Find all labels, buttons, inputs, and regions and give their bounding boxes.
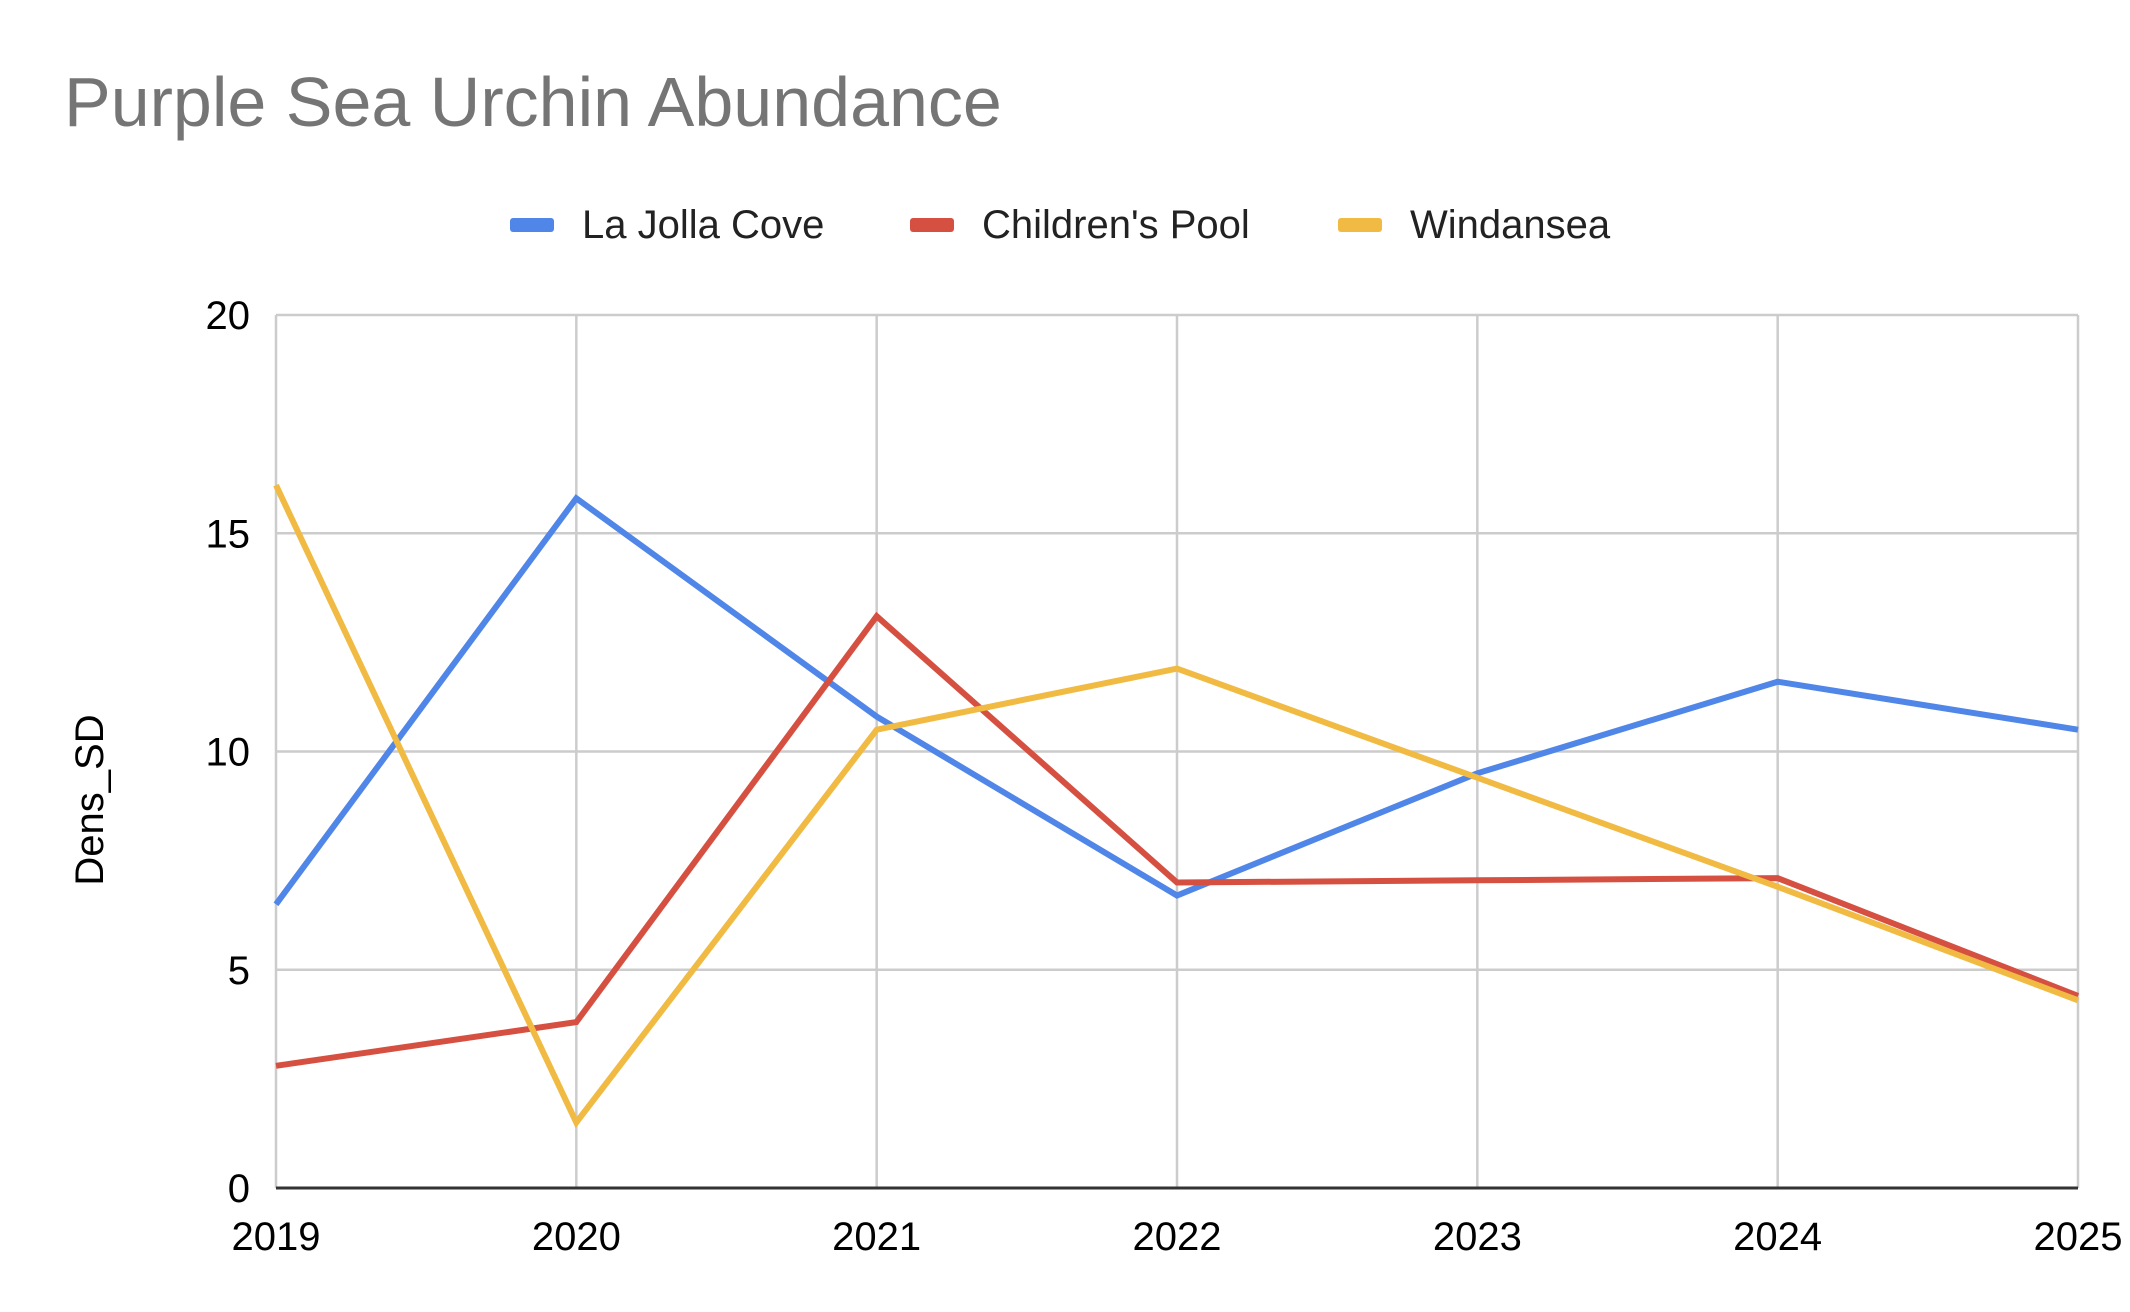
series-line-la-jolla-cove [273,494,2079,907]
y-tick-label: 20 [206,294,251,338]
x-tick-label: 2019 [232,1215,321,1259]
y-tick-label: 10 [206,731,251,775]
legend-swatch-windansea [1338,218,1382,232]
chart-title: Purple Sea Urchin Abundance [64,63,1002,141]
y-tick-label: 0 [228,1167,250,1211]
y-tick-label: 5 [228,949,250,993]
legend-swatch-childrens-pool [910,218,954,232]
series-line-children-s-pool [275,611,2080,1069]
legend-label-childrens-pool: Children's Pool [982,202,1250,247]
x-tick-label: 2022 [1133,1215,1222,1259]
legend-item-la-jolla-cove[interactable]: La Jolla Cove [510,190,824,260]
legend-label-la-jolla-cove: La Jolla Cove [582,202,825,247]
legend: La Jolla Cove Children's Pool Windansea [0,190,2130,260]
legend-swatch-la-jolla-cove [510,218,554,232]
legend-item-windansea[interactable]: Windansea [1338,190,1610,260]
x-tick-label: 2021 [832,1215,921,1259]
x-tick-label: 2020 [532,1215,621,1259]
legend-label-windansea: Windansea [1410,202,1611,247]
x-tick-label: 2024 [1733,1215,1822,1259]
series-line-windansea [273,483,2080,1129]
x-tick-label: 2025 [2034,1215,2123,1259]
y-axis-title: Dens_SD [68,714,112,885]
y-tick-label: 15 [206,512,251,556]
x-tick-label: 2023 [1433,1215,1522,1259]
legend-item-childrens-pool[interactable]: Children's Pool [910,190,1250,260]
